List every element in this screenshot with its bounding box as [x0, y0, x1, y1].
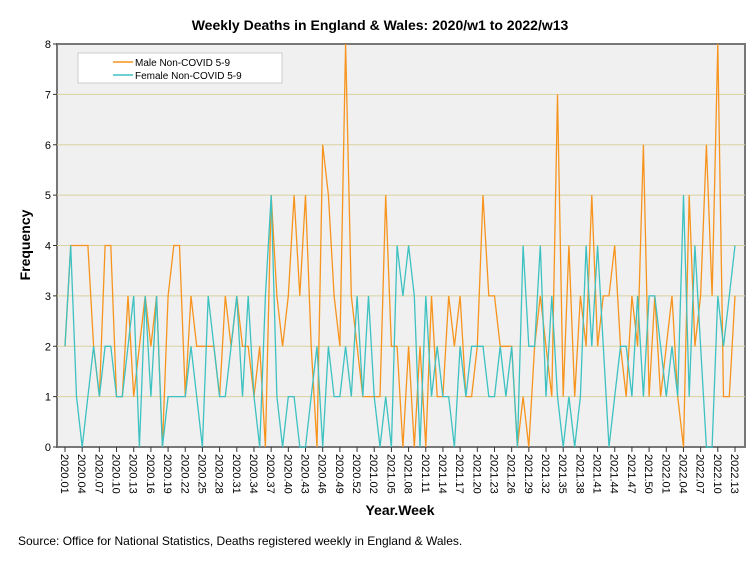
x-tick-label: 2020.13	[127, 454, 139, 494]
legend: Male Non-COVID 5-9 Female Non-COVID 5-9	[77, 52, 283, 84]
x-tick-label: 2021.05	[384, 454, 396, 494]
x-tick-label: 2022.13	[728, 454, 740, 494]
x-tick-label: 2021.08	[402, 454, 414, 494]
x-tick-label: 2021.50	[642, 454, 654, 494]
y-tick-label: 1	[45, 392, 51, 404]
y-tick-label: 8	[45, 39, 51, 51]
x-tick-label: 2021.32	[539, 454, 551, 494]
legend-label-female: Female Non-COVID 5-9	[135, 71, 242, 82]
x-tick-label: 2021.17	[453, 454, 465, 494]
x-tick-label: 2021.26	[505, 454, 517, 494]
y-tick-label: 4	[45, 241, 51, 253]
x-tick-label: 2021.44	[608, 454, 620, 494]
x-tick-label: 2020.40	[281, 454, 293, 494]
y-tick-label: 6	[45, 140, 51, 152]
series-line-male	[64, 43, 736, 448]
y-tick-label: 0	[45, 442, 51, 454]
x-tick-label: 2020.19	[161, 454, 173, 494]
x-tick-label: 2020.52	[350, 454, 362, 494]
series-line-female	[64, 195, 736, 448]
source-note: Source: Office for National Statistics, …	[18, 534, 463, 548]
x-tick-label: 2021.41	[591, 454, 603, 494]
x-tick-label: 2021.14	[436, 454, 448, 494]
x-tick-label: 2020.34	[247, 454, 259, 494]
x-tick-label: 2020.49	[333, 454, 345, 494]
x-tick-label: 2020.10	[110, 454, 122, 494]
x-tick-label: 2021.23	[487, 454, 499, 494]
x-tick-label: 2021.02	[367, 454, 379, 494]
chart-title: Weekly Deaths in England & Wales: 2020/w…	[192, 17, 569, 33]
x-tick-label: 2022.01	[659, 454, 671, 494]
x-tick-label: 2021.29	[522, 454, 534, 494]
y-axis-label: Frequency	[17, 209, 33, 280]
x-tick-label: 2020.31	[230, 454, 242, 494]
x-tick-label: 2021.20	[470, 454, 482, 494]
x-tick-label: 2021.11	[419, 454, 431, 493]
x-tick-label: 2022.04	[676, 454, 688, 494]
x-tick-label: 2020.37	[264, 454, 276, 494]
x-tick-label: 2020.28	[213, 454, 225, 494]
y-tick-label: 3	[45, 291, 51, 303]
x-tick-label: 2020.04	[75, 454, 87, 494]
x-tick-label: 2021.38	[573, 454, 585, 494]
y-tick-label: 5	[45, 190, 51, 202]
x-tick-label: 2020.07	[92, 454, 104, 494]
legend-box	[77, 52, 283, 84]
y-tick-label: 7	[45, 89, 51, 101]
x-axis-label: Year.Week	[365, 502, 434, 518]
x-tick-label: 2022.07	[694, 454, 706, 494]
x-tick-label: 2020.43	[299, 454, 311, 494]
legend-label-male: Male Non-COVID 5-9	[135, 58, 230, 69]
x-tick-label: 2020.01	[58, 454, 70, 494]
x-tick-label: 2021.47	[625, 454, 637, 494]
x-tick-label: 2020.46	[316, 454, 328, 494]
x-tick-label: 2020.22	[178, 454, 190, 494]
x-tick-label: 2021.35	[556, 454, 568, 494]
x-tick-label: 2022.10	[711, 454, 723, 494]
y-tick-label: 2	[45, 341, 51, 353]
x-tick-label: 2020.16	[144, 454, 156, 494]
x-tick-label: 2020.25	[195, 454, 207, 494]
